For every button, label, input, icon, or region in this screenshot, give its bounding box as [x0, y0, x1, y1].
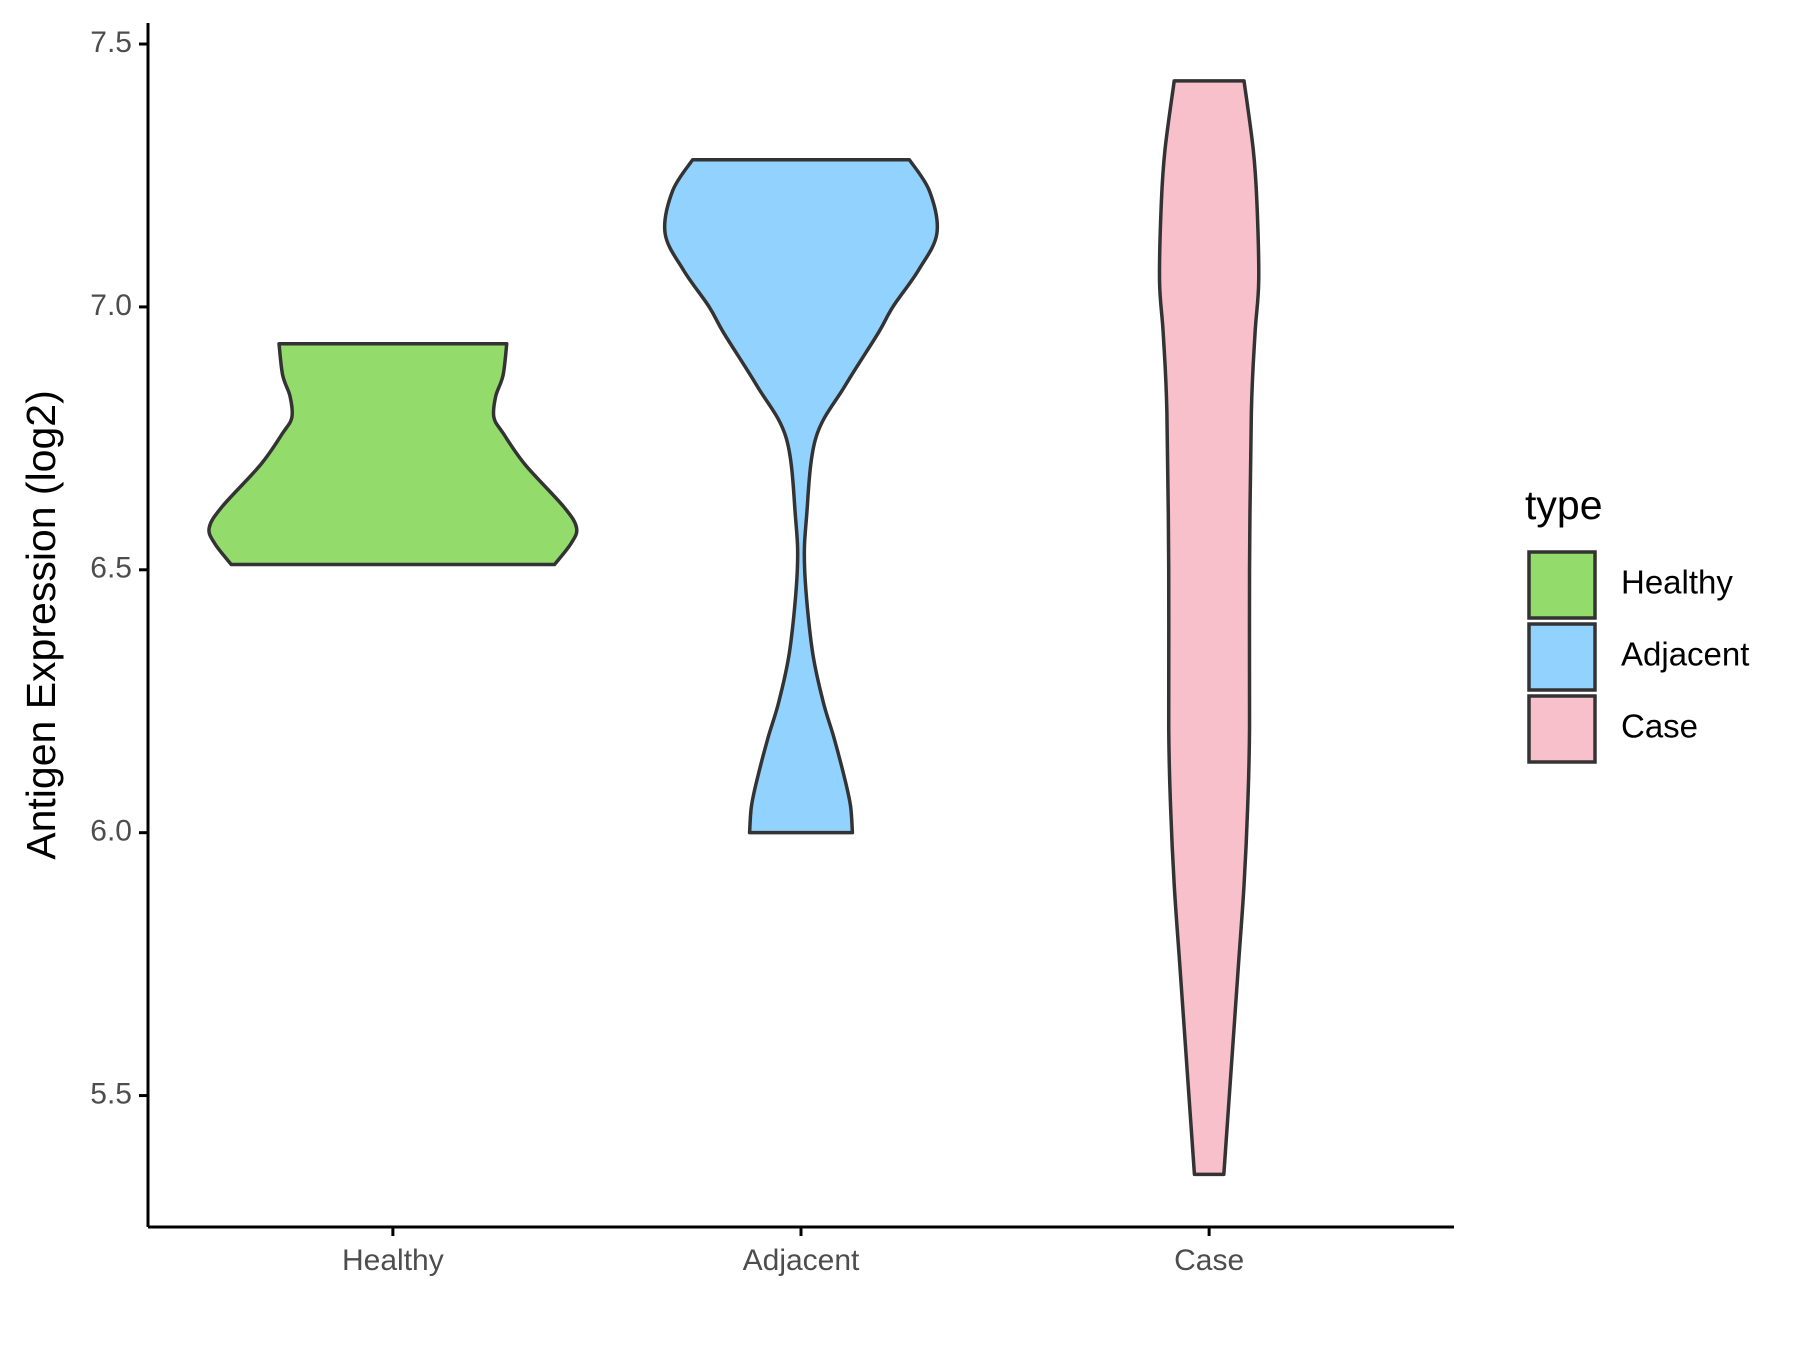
y-tick-label: 7.0 [90, 289, 132, 322]
violin [662, 157, 940, 835]
y-tick-label: 5.5 [90, 1077, 132, 1110]
violin [1157, 79, 1261, 1177]
legend-key [1527, 550, 1597, 620]
legend-label: Case [1621, 708, 1698, 745]
y-tick-label: 7.5 [90, 26, 132, 59]
legend-key [1527, 622, 1597, 692]
y-tick-label: 6.5 [90, 552, 132, 585]
legend-title: type [1525, 482, 1603, 528]
legend-label: Adjacent [1621, 636, 1749, 673]
x-tick-label: Adjacent [743, 1244, 860, 1277]
y-tick-label: 6.0 [90, 815, 132, 848]
violin [207, 341, 579, 567]
legend-label: Healthy [1621, 564, 1733, 601]
y-axis-title: Antigen Expression (log2) [18, 390, 64, 859]
x-tick-label: Healthy [342, 1244, 444, 1277]
legend-key [1527, 694, 1597, 764]
x-tick-label: Case [1174, 1244, 1244, 1277]
